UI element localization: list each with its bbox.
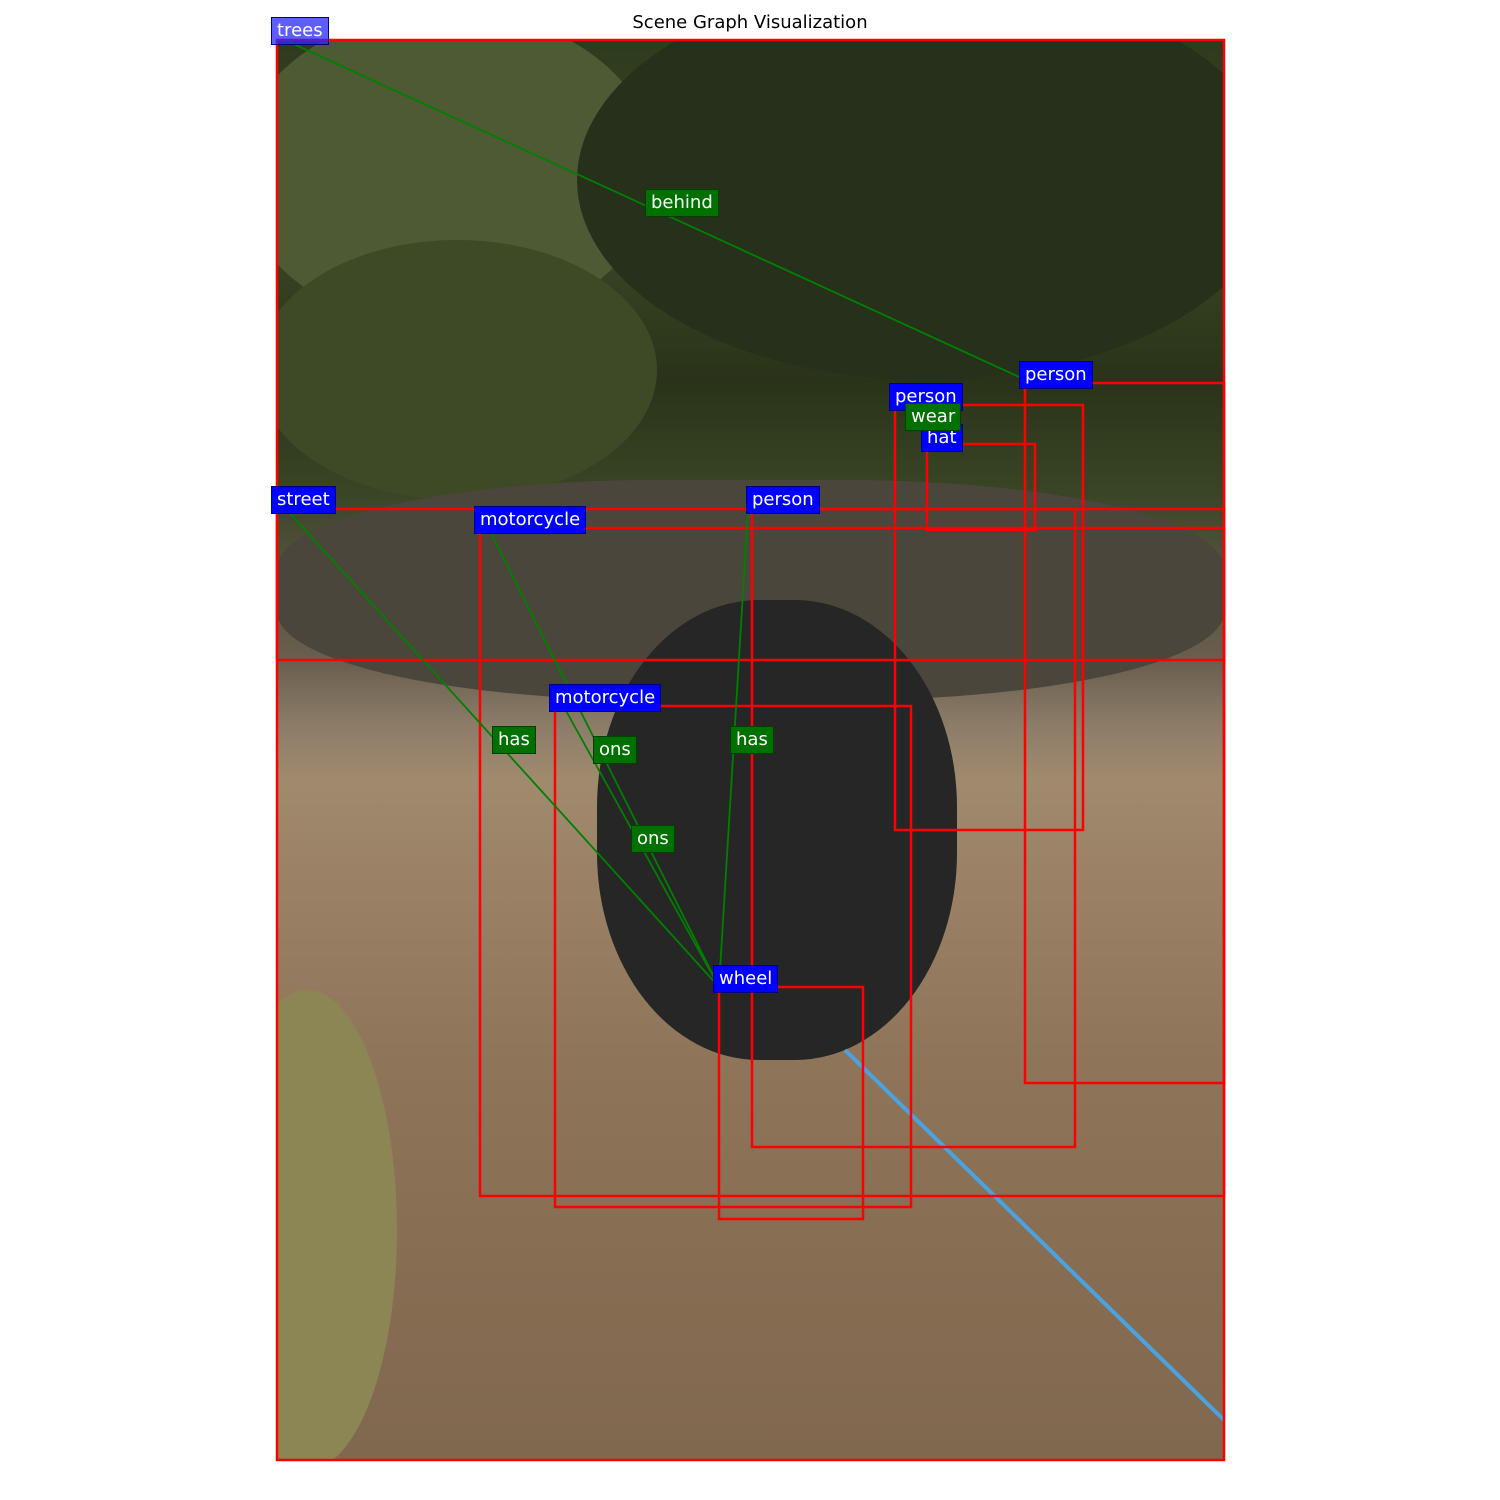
relation-label-has: has: [730, 726, 774, 754]
object-label-wheel: wheel: [713, 965, 779, 993]
figure-title: Scene Graph Visualization: [632, 12, 868, 33]
rope-line: [843, 1048, 1226, 1422]
object-label-trees: trees: [271, 17, 329, 45]
bbox-person-hat: [893, 403, 1085, 832]
bbox-motorcycle-front: [553, 704, 913, 1209]
relation-label-has: has: [492, 726, 536, 754]
object-label-person-hat: person: [889, 383, 963, 411]
relation-label-wear: wear: [905, 403, 962, 431]
relation-label-ons: ons: [593, 736, 637, 764]
object-label-street: street: [271, 486, 336, 514]
foliage-blob: [277, 240, 657, 500]
bbox-motorcycle-back: [478, 526, 1226, 1198]
object-label-motorcycle-front: motorcycle: [549, 684, 662, 712]
bbox-hat: [925, 442, 1037, 532]
object-label-person-mid: person: [746, 486, 820, 514]
bbox-wheel: [717, 985, 865, 1221]
relation-label-ons: ons: [631, 825, 675, 853]
object-label-motorcycle-back: motorcycle: [474, 506, 587, 534]
bbox-person-right: [1023, 381, 1226, 1085]
relation-label-behind: behind: [645, 189, 719, 217]
object-label-person-right: person: [1019, 361, 1093, 389]
bbox-person-mid: [750, 507, 1077, 1149]
